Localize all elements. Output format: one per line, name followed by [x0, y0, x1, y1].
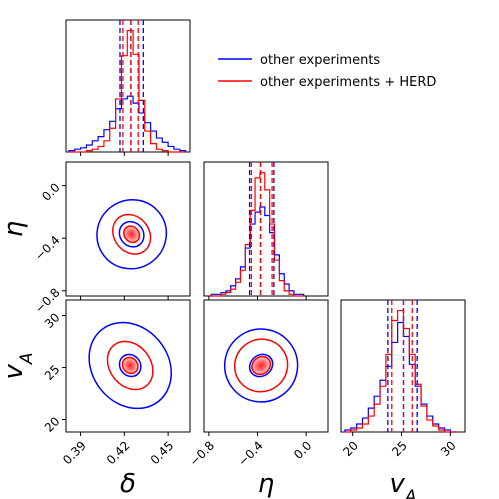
contour-herd-2σ	[111, 213, 152, 255]
legend-label-herd: other experiments + HERD	[260, 75, 436, 90]
y-tick-label-vA: 25	[42, 362, 63, 383]
marginal-frame-eta	[203, 161, 329, 297]
joint-frame-delta-eta	[65, 161, 191, 297]
contour-other-2σ	[96, 199, 168, 270]
y-axis-label-eta: η	[0, 221, 29, 237]
y-tick-label-vA: 30	[42, 310, 63, 331]
x-axis-label-vA: vA	[389, 469, 416, 499]
contour-other-2σ	[223, 328, 299, 403]
histogram-other-eta	[206, 206, 305, 297]
contour-other-1σ	[248, 353, 274, 378]
x-tick-label-eta: 0.0	[291, 438, 314, 461]
y-axis-label-vA: vA	[0, 352, 37, 379]
x-tick-label-delta: 0.45	[148, 438, 177, 467]
contour-herd-2σ	[106, 340, 154, 391]
joint-frame-delta-vA	[65, 299, 191, 433]
contour-herd-1σ	[251, 355, 272, 376]
x-tick-label-eta: −0.8	[187, 438, 218, 469]
x-axis-label-eta: η	[258, 469, 274, 499]
joint-delta-eta	[96, 199, 168, 270]
x-tick-label-vA: 25	[389, 438, 410, 459]
histogram-herd-eta	[206, 172, 304, 297]
contour-other-1σ	[118, 353, 142, 378]
legend-label-other: other experiments	[260, 53, 380, 68]
contour-herd-1σ	[123, 225, 141, 244]
histogram-herd-vA	[344, 309, 457, 433]
joint-frame-eta-vA	[203, 299, 329, 433]
joint-eta-vA	[223, 328, 299, 403]
x-tick-label-vA: 20	[340, 438, 361, 459]
histogram-other-delta	[68, 95, 187, 152]
y-tick-label-eta: −0.8	[32, 285, 63, 316]
x-tick-label-delta: 0.39	[60, 438, 89, 467]
x-tick-label-delta: 0.42	[104, 438, 133, 467]
x-axis-label-delta: δ	[120, 469, 136, 499]
histogram-other-vA	[344, 321, 457, 433]
x-tick-label-eta: −0.4	[235, 438, 266, 469]
y-tick-label-eta: −0.4	[32, 233, 63, 264]
joint-delta-vA	[88, 321, 173, 410]
y-tick-label-vA: 20	[42, 414, 63, 435]
contour-herd-2σ	[233, 338, 289, 393]
y-tick-label-eta: 0.0	[39, 180, 62, 203]
histogram-herd-delta	[68, 29, 186, 153]
contour-other-2σ	[88, 321, 173, 410]
x-tick-label-vA: 30	[438, 438, 459, 459]
contour-herd-1σ	[121, 356, 139, 375]
density-heatmap	[120, 355, 140, 376]
contour-other-1σ	[118, 220, 145, 248]
marginal-frame-delta	[65, 19, 191, 153]
legend: other experiments other experiments + HE…	[218, 53, 436, 90]
